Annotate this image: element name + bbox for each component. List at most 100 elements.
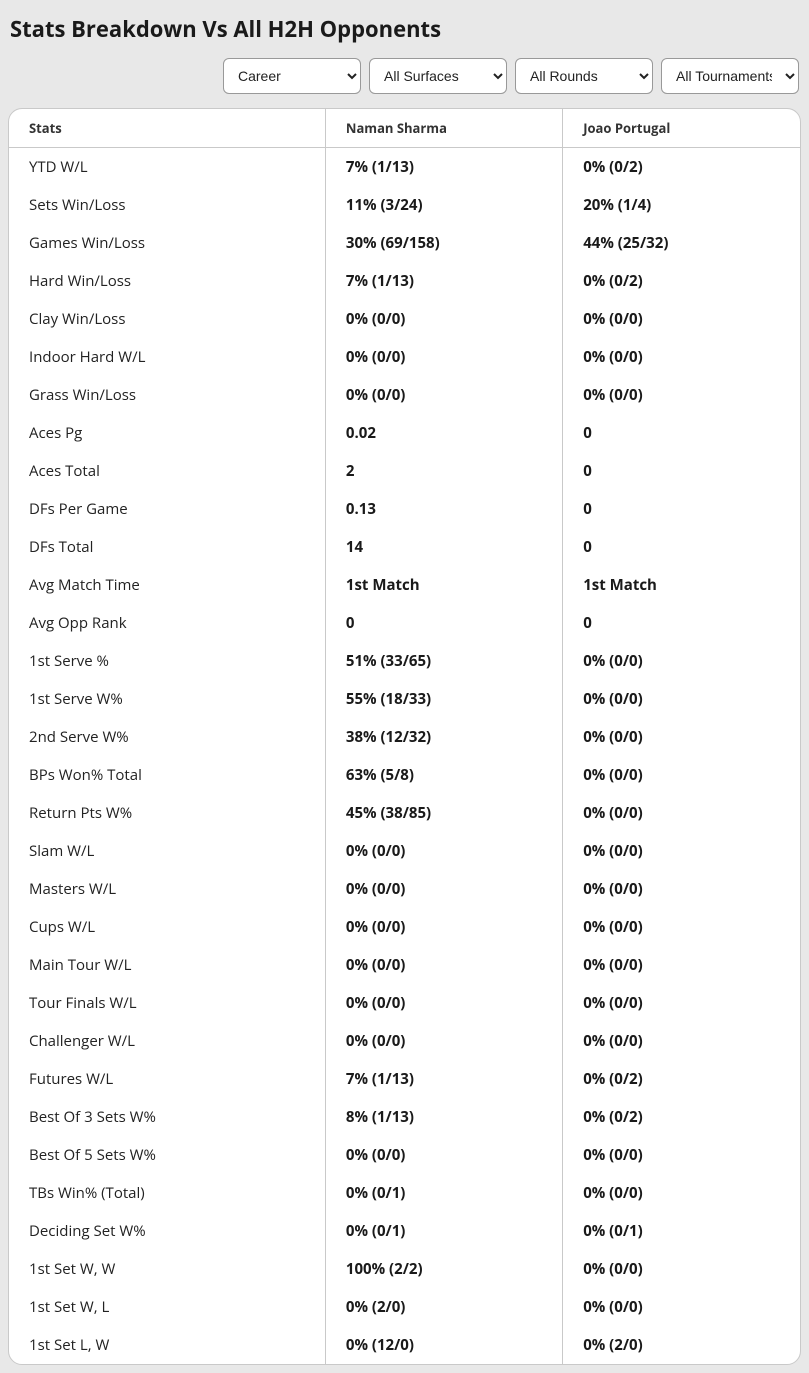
player1-value: 100% (2/2) (325, 1250, 562, 1288)
filter-bar: Career All Surfaces All Rounds All Tourn… (8, 58, 801, 94)
player2-value: 0% (0/0) (563, 794, 800, 832)
player2-value: 0% (0/0) (563, 680, 800, 718)
stat-label: 1st Set W, W (9, 1250, 325, 1288)
table-row: Deciding Set W%0% (0/1)0% (0/1) (9, 1212, 800, 1250)
player2-value: 0% (0/0) (563, 832, 800, 870)
player1-value: 0% (0/0) (325, 376, 562, 414)
table-row: Best Of 3 Sets W%8% (1/13)0% (0/2) (9, 1098, 800, 1136)
stat-label: DFs Total (9, 528, 325, 566)
player2-value: 0 (563, 452, 800, 490)
table-row: Indoor Hard W/L0% (0/0)0% (0/0) (9, 338, 800, 376)
stat-label: Avg Match Time (9, 566, 325, 604)
table-row: Masters W/L0% (0/0)0% (0/0) (9, 870, 800, 908)
stat-label: Deciding Set W% (9, 1212, 325, 1250)
player1-value: 55% (18/33) (325, 680, 562, 718)
player2-value: 0% (0/0) (563, 376, 800, 414)
col-stats: Stats (9, 109, 325, 148)
table-row: BPs Won% Total63% (5/8)0% (0/0) (9, 756, 800, 794)
stat-label: TBs Win% (Total) (9, 1174, 325, 1212)
player2-value: 0% (0/2) (563, 148, 800, 187)
player2-value: 0% (0/0) (563, 300, 800, 338)
stat-label: Return Pts W% (9, 794, 325, 832)
player1-value: 0% (0/0) (325, 870, 562, 908)
player1-value: 0% (0/0) (325, 832, 562, 870)
table-row: 1st Set L, W0% (12/0)0% (2/0) (9, 1326, 800, 1364)
player1-value: 0% (0/0) (325, 338, 562, 376)
stat-label: Cups W/L (9, 908, 325, 946)
col-player2: Joao Portugal (563, 109, 800, 148)
player1-value: 0% (0/1) (325, 1174, 562, 1212)
player1-value: 0% (0/0) (325, 984, 562, 1022)
period-select[interactable]: Career (223, 58, 361, 94)
player2-value: 0% (0/0) (563, 1022, 800, 1060)
table-row: Slam W/L0% (0/0)0% (0/0) (9, 832, 800, 870)
table-row: 1st Set W, L0% (2/0)0% (0/0) (9, 1288, 800, 1326)
player1-value: 1st Match (325, 566, 562, 604)
player1-value: 8% (1/13) (325, 1098, 562, 1136)
table-row: Sets Win/Loss11% (3/24)20% (1/4) (9, 186, 800, 224)
player2-value: 0% (0/1) (563, 1212, 800, 1250)
player2-value: 0 (563, 604, 800, 642)
table-row: Grass Win/Loss0% (0/0)0% (0/0) (9, 376, 800, 414)
table-row: 1st Serve %51% (33/65)0% (0/0) (9, 642, 800, 680)
surface-select[interactable]: All Surfaces (369, 58, 507, 94)
player1-value: 0% (12/0) (325, 1326, 562, 1364)
player2-value: 0% (0/2) (563, 262, 800, 300)
table-row: Futures W/L7% (1/13)0% (0/2) (9, 1060, 800, 1098)
table-row: Return Pts W%45% (38/85)0% (0/0) (9, 794, 800, 832)
stat-label: Games Win/Loss (9, 224, 325, 262)
player1-value: 51% (33/65) (325, 642, 562, 680)
table-row: Cups W/L0% (0/0)0% (0/0) (9, 908, 800, 946)
stat-label: Best Of 5 Sets W% (9, 1136, 325, 1174)
table-row: Challenger W/L0% (0/0)0% (0/0) (9, 1022, 800, 1060)
player2-value: 44% (25/32) (563, 224, 800, 262)
col-player1: Naman Sharma (325, 109, 562, 148)
table-row: 1st Serve W%55% (18/33)0% (0/0) (9, 680, 800, 718)
stat-label: 1st Serve W% (9, 680, 325, 718)
table-row: DFs Per Game0.130 (9, 490, 800, 528)
player2-value: 0 (563, 490, 800, 528)
stat-label: YTD W/L (9, 148, 325, 187)
player1-value: 0% (0/0) (325, 946, 562, 984)
table-row: Main Tour W/L0% (0/0)0% (0/0) (9, 946, 800, 984)
stats-table-card: Stats Naman Sharma Joao Portugal YTD W/L… (8, 108, 801, 1365)
stat-label: BPs Won% Total (9, 756, 325, 794)
stat-label: Futures W/L (9, 1060, 325, 1098)
player1-value: 45% (38/85) (325, 794, 562, 832)
player1-value: 0% (0/1) (325, 1212, 562, 1250)
player2-value: 0% (0/0) (563, 1174, 800, 1212)
player2-value: 0 (563, 528, 800, 566)
player1-value: 30% (69/158) (325, 224, 562, 262)
stat-label: Aces Pg (9, 414, 325, 452)
stat-label: Sets Win/Loss (9, 186, 325, 224)
table-row: Aces Pg0.020 (9, 414, 800, 452)
round-select[interactable]: All Rounds (515, 58, 653, 94)
table-row: Clay Win/Loss0% (0/0)0% (0/0) (9, 300, 800, 338)
stat-label: Aces Total (9, 452, 325, 490)
player2-value: 0% (0/0) (563, 642, 800, 680)
player1-value: 7% (1/13) (325, 1060, 562, 1098)
stat-label: 1st Serve % (9, 642, 325, 680)
stat-label: 1st Set W, L (9, 1288, 325, 1326)
player2-value: 0% (0/0) (563, 338, 800, 376)
table-row: 1st Set W, W100% (2/2)0% (0/0) (9, 1250, 800, 1288)
player1-value: 14 (325, 528, 562, 566)
player2-value: 0% (0/0) (563, 1136, 800, 1174)
table-row: Avg Opp Rank00 (9, 604, 800, 642)
stat-label: Main Tour W/L (9, 946, 325, 984)
stats-table: Stats Naman Sharma Joao Portugal YTD W/L… (9, 109, 800, 1364)
player1-value: 63% (5/8) (325, 756, 562, 794)
player1-value: 11% (3/24) (325, 186, 562, 224)
stat-label: 2nd Serve W% (9, 718, 325, 756)
stat-label: Slam W/L (9, 832, 325, 870)
stat-label: 1st Set L, W (9, 1326, 325, 1364)
player1-value: 0% (0/0) (325, 1022, 562, 1060)
table-row: YTD W/L7% (1/13)0% (0/2) (9, 148, 800, 187)
player2-value: 1st Match (563, 566, 800, 604)
stat-label: Masters W/L (9, 870, 325, 908)
table-row: Tour Finals W/L0% (0/0)0% (0/0) (9, 984, 800, 1022)
stat-label: DFs Per Game (9, 490, 325, 528)
player2-value: 0% (0/0) (563, 1288, 800, 1326)
tournament-select[interactable]: All Tournaments (661, 58, 799, 94)
stat-label: Hard Win/Loss (9, 262, 325, 300)
